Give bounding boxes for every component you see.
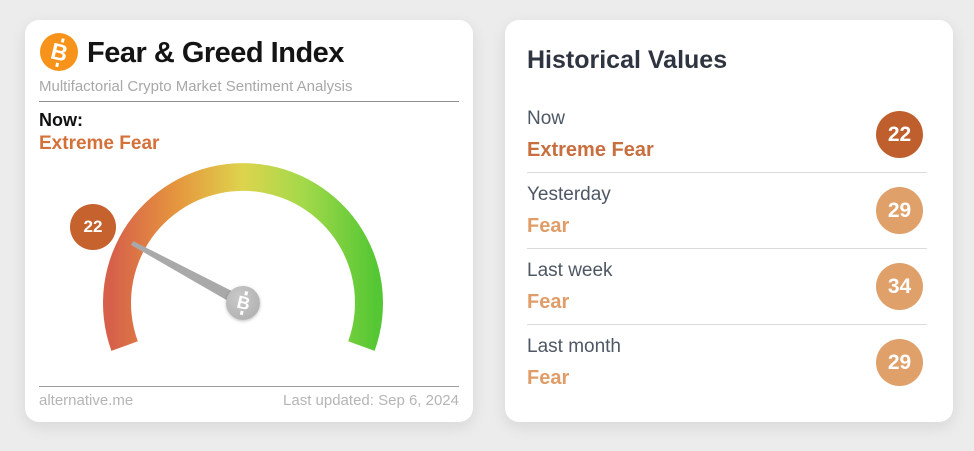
historical-rows: Now Extreme Fear 22 Yesterday Fear 29 La… <box>527 97 927 400</box>
fear-greed-card: B Fear & Greed Index Multifactorial Cryp… <box>25 20 473 422</box>
row-sentiment: Fear <box>527 366 570 389</box>
history-row-now: Now Extreme Fear 22 <box>527 97 927 173</box>
row-text: Last week Fear <box>527 260 613 314</box>
history-row-last-week: Last week Fear 34 <box>527 249 927 325</box>
bitcoin-icon: B <box>40 33 78 71</box>
row-text: Yesterday Fear <box>527 184 611 238</box>
row-value-badge: 29 <box>876 187 923 234</box>
history-row-yesterday: Yesterday Fear 29 <box>527 173 927 249</box>
gauge-chart <box>103 163 384 351</box>
historical-values-card: Historical Values Now Extreme Fear 22 Ye… <box>505 20 953 422</box>
gauge-hub-bitcoin-icon: B <box>226 286 260 320</box>
row-sentiment: Fear <box>527 290 570 313</box>
row-value-badge: 22 <box>876 111 923 158</box>
card-title: Fear & Greed Index <box>87 37 344 69</box>
now-label: Now: <box>39 110 83 130</box>
row-period-label: Last week <box>527 259 613 281</box>
card-subtitle: Multifactorial Crypto Market Sentiment A… <box>39 78 353 95</box>
row-period-label: Last month <box>527 335 621 357</box>
now-sentiment: Extreme Fear <box>39 133 160 154</box>
row-sentiment: Extreme Fear <box>527 138 654 161</box>
source-link[interactable]: alternative.me <box>39 392 134 409</box>
row-value-badge: 29 <box>876 339 923 386</box>
footer-divider <box>39 386 459 387</box>
last-updated-text: Last updated: Sep 6, 2024 <box>283 392 459 409</box>
history-row-last-month: Last month Fear 29 <box>527 325 927 400</box>
row-period-label: Now <box>527 107 566 129</box>
row-sentiment: Fear <box>527 214 570 237</box>
gauge-value-badge: 22 <box>70 204 116 250</box>
gauge-needle <box>131 241 255 314</box>
row-period-label: Yesterday <box>527 183 611 205</box>
row-text: Last month Fear <box>527 336 621 390</box>
row-value-badge: 34 <box>876 263 923 310</box>
historical-title: Historical Values <box>527 46 728 74</box>
bitcoin-b-glyph: B <box>234 291 252 315</box>
gauge-arc <box>103 163 384 351</box>
bitcoin-b-glyph: B <box>48 36 71 67</box>
header-divider <box>39 101 459 102</box>
row-text: Now Extreme Fear <box>527 108 654 162</box>
